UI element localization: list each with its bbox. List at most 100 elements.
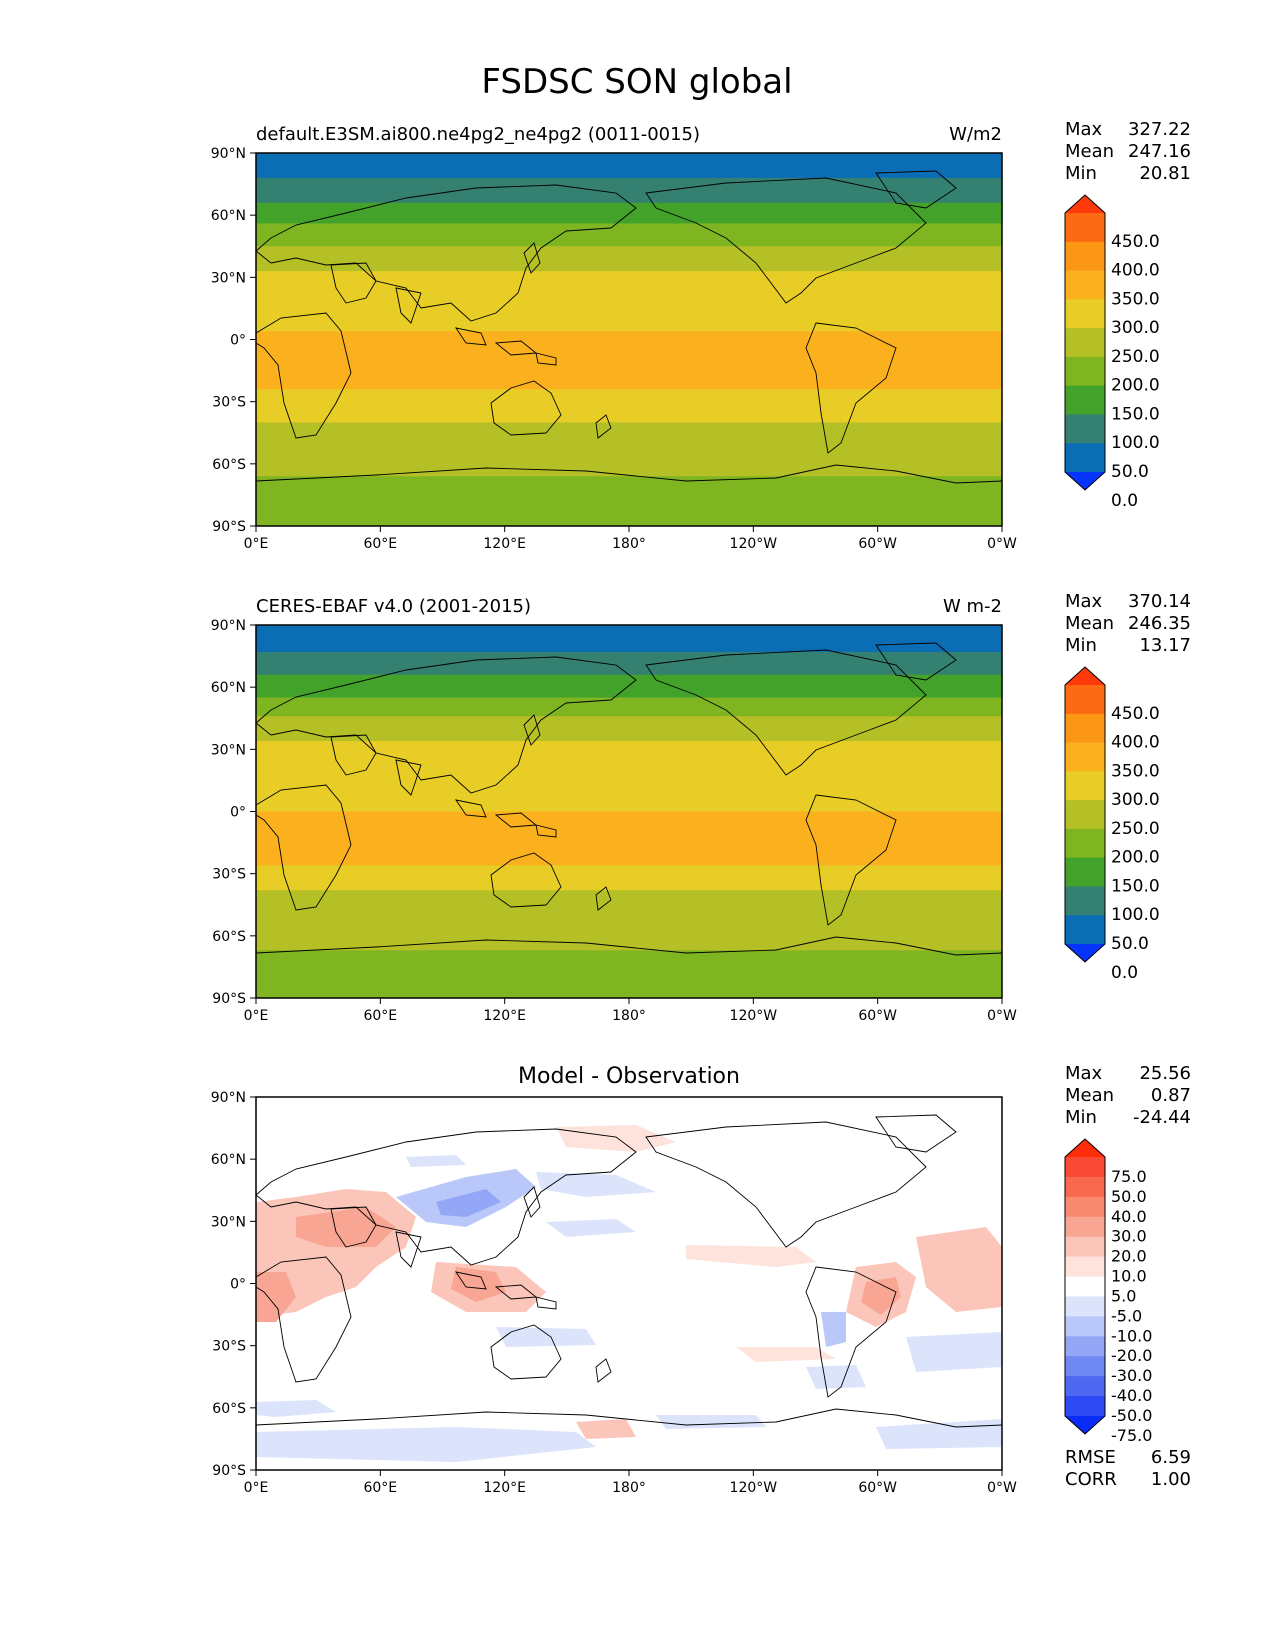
colorbar-extend-bottom [1065,472,1105,490]
obs-field-band-4 [256,716,1002,742]
diff-anomaly-neg-southern-ocean-c [656,1415,766,1429]
lat-tick-label: 30°S [212,1339,246,1355]
model-coast-greenland [875,170,957,209]
panel-diff-colorbar: 75.050.040.030.020.010.05.0-5.0-10.0-20.… [1064,1138,1152,1445]
panel-model-field [256,153,1002,527]
colorbar-segment [1065,1296,1105,1317]
colorbar-segment [1065,1216,1105,1238]
colorbar-tick-label: -50.0 [1111,1406,1152,1425]
colorbar-segment [1065,1316,1105,1337]
diff-anomaly-neg-sa-west [821,1312,846,1347]
colorbar-segment [1065,1356,1105,1377]
model-field-band-7 [256,389,1002,423]
lat-tick-label: 90°N [211,146,246,162]
colorbar-outline [1064,194,1106,491]
colorbar-segment [1065,685,1105,715]
colorbar-segment [1065,771,1105,801]
model-field-band-9 [256,476,1002,527]
colorbar-tick-label: -20.0 [1111,1346,1152,1365]
lon-tick-label: 0°E [244,1480,269,1496]
panel-diff-lon-ticks: 0°E 60°E 120°E 180° 120°W 60°W 0°W [244,1470,1017,1496]
colorbar-segment [1065,414,1105,444]
panel-obs-stats: Max 370.14 Mean 246.35 Min 13.17 [1065,591,1191,656]
colorbar-segment [1065,1176,1105,1198]
obs-coast-africa [255,784,352,911]
colorbar-outline [1064,666,1106,963]
colorbar-segment [1065,828,1105,859]
colorbar-segment [1065,213,1105,243]
diff-coast-new-zealand [595,1358,612,1383]
diff-coast-antarctica [255,1408,1003,1428]
diff-anomaly-pos-sa-core [861,1277,901,1315]
panel-obs-coastlines [255,642,1003,956]
colorbar-tick-label: 100.0 [1111,433,1160,453]
diff-anomaly-pos-north-pacific [556,1125,676,1152]
stat-value: 25.56 [1139,1063,1191,1084]
lon-tick-label: 0°W [987,1480,1017,1496]
stat-label: Max [1065,1063,1103,1084]
model-coast-australia [490,380,562,436]
diff-coast-japan [523,1186,541,1218]
model-coast-antarctica [255,464,1003,484]
colorbar-segment [1065,443,1105,473]
colorbar-tick-label: 250.0 [1111,347,1160,367]
lon-tick-label: 180° [612,1008,646,1024]
obs-coast-australia [490,852,562,908]
diff-coast-africa [255,1256,352,1383]
colorbar-tick-label: 450.0 [1111,232,1160,252]
colorbar-tick-label: 450.0 [1111,704,1160,724]
diff-anomaly-neg-china-core [436,1189,501,1217]
colorbar-tick-label: 150.0 [1111,876,1160,896]
panel-diff-metrics: RMSE 6.59 CORR 1.00 [1065,1447,1191,1490]
diff-anomaly-neg-south-pacific [496,1327,596,1347]
colorbar-segment [1065,915,1105,945]
diff-anomaly-neg-southern-ocean-b [256,1427,596,1462]
colorbar-tick-label: 150.0 [1111,404,1160,424]
stat-label: Mean [1065,141,1114,162]
colorbar-segment [1065,886,1105,916]
lon-tick-label: 120°E [483,536,526,552]
obs-coast-arabia-india [330,734,422,796]
obs-field-band-8 [256,890,1002,951]
obs-coast-north-america [645,649,927,776]
lon-tick-label: 120°W [730,1480,778,1496]
figure-title: FSDSC SON global [481,62,792,102]
obs-coast-antarctica [255,936,1003,956]
stat-label: Min [1065,1107,1097,1128]
panel-obs-lon-ticks: 0°E 60°E 120°E 180° 120°W 60°W 0°W [244,998,1017,1024]
colorbar-segment [1065,1376,1105,1397]
lat-tick-label: 30°S [212,395,246,411]
model-coast-maritime [455,327,557,366]
lat-tick-label: 30°N [211,1214,246,1230]
panel-model: default.E3SM.ai800.ne4pg2_ne4pg2 (0011-0… [211,119,1191,552]
colorbar-tick-label: -5.0 [1111,1306,1142,1325]
lat-tick-label: 60°N [211,680,246,696]
lat-tick-label: 90°S [212,991,246,1007]
colorbar-tick-label: 350.0 [1111,289,1160,309]
diff-anomaly-neg-europe [406,1155,466,1167]
diff-anomaly-pos-atlantic [916,1227,1002,1312]
panel-diff-lat-ticks: 90°N 60°N 30°N 0° 30°S 60°S 90°S [211,1090,256,1479]
colorbar-tick-label: 5.0 [1111,1286,1136,1305]
metric-value: 6.59 [1151,1447,1191,1468]
colorbar-tick-label: -30.0 [1111,1366,1152,1385]
stat-value: 0.87 [1151,1085,1191,1106]
stat-value: 246.35 [1128,613,1191,634]
obs-field-band-3 [256,697,1002,717]
diff-coast-greenland [875,1114,957,1153]
panel-diff-coastlines [255,1114,1003,1428]
panel-obs-units: W m-2 [943,596,1002,617]
colorbar-tick-label: 400.0 [1111,733,1160,753]
model-field-band-1 [256,177,1002,204]
metric-label: CORR [1065,1469,1117,1490]
stat-label: Max [1065,119,1103,140]
diff-anomaly-neg-subtropics [546,1219,636,1237]
obs-field-band-9 [256,950,1002,999]
panel-obs-map: 90°N 60°N 30°N 0° 30°S 60°S 90°S 0°E 60°E 120°E 1… [211,618,1017,1024]
colorbar-tick-label: 0.0 [1111,963,1138,983]
obs-coast-japan [523,714,541,746]
model-coast-south-america [805,322,897,454]
panel-model-map: 90°N 60°N 30°N 0° 30°S 60°S 90°S 0°E 60°E 120°E 1… [211,146,1017,552]
lat-tick-label: 60°S [212,929,246,945]
colorbar-outline [1064,1138,1106,1435]
